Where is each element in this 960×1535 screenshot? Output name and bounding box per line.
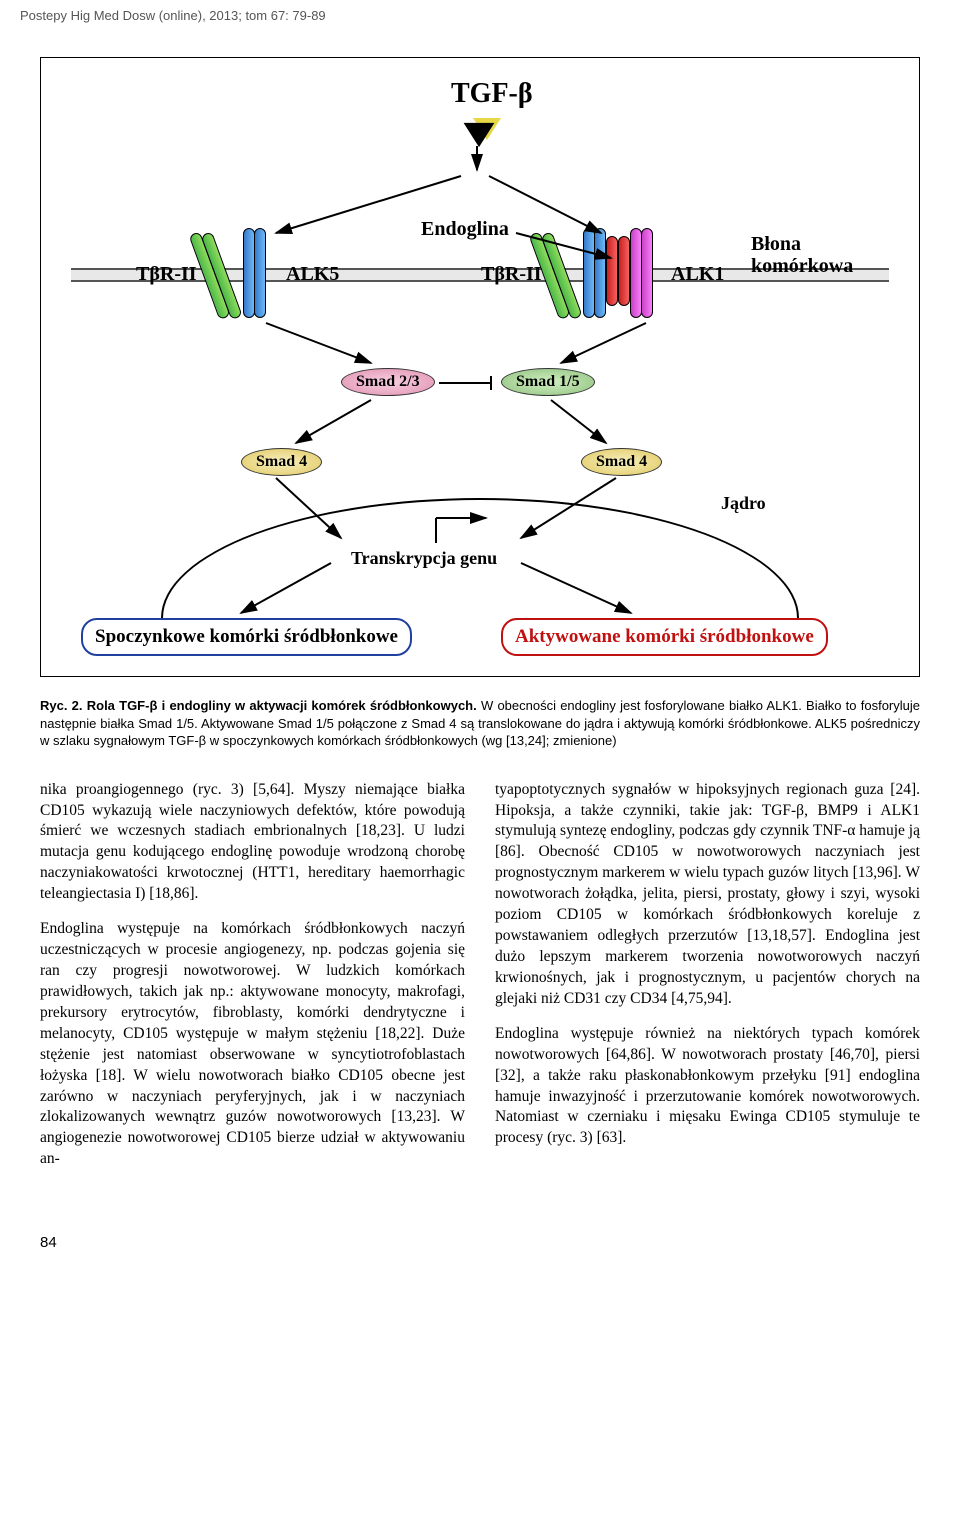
running-head: Postepy Hig Med Dosw (online), 2013; tom… — [0, 0, 960, 27]
body-text: nika proangiogennego (ryc. 3) [5,64]. My… — [40, 780, 920, 1174]
label-alk5: ALK5 — [286, 263, 339, 286]
label-membrane: Błona komórkowa — [751, 233, 853, 277]
box-activated-endothelial: Aktywowane komórki śródbłonkowe — [501, 618, 828, 656]
tgf-triangle-icon — [465, 124, 493, 146]
paragraph: Endoglina występuje na komórkach śródbło… — [40, 919, 465, 1170]
paragraph: nika proangiogennego (ryc. 3) [5,64]. My… — [40, 780, 465, 906]
label-nucleus: Jądro — [721, 493, 766, 514]
label-tbr2: TβR-II — [136, 263, 197, 286]
page-number: 84 — [40, 1234, 960, 1251]
label-tbr2-b: TβR-II — [481, 263, 542, 286]
label-endoglina: Endoglina — [421, 218, 509, 241]
figure-2: TGF-β TβR-II ALK5 Endoglina TβR-II ALK1 … — [40, 57, 920, 677]
label-transcription: Transkrypcja genu — [351, 548, 497, 569]
receptor-tbr2-alk1 — [561, 228, 651, 318]
paragraph: Endoglina występuje również na niektóryc… — [495, 1024, 920, 1150]
figure-caption: Ryc. 2. Rola TGF-β i endogliny w aktywac… — [40, 697, 920, 750]
box-resting-endothelial: Spoczynkowe komórki śródbłonkowe — [81, 618, 412, 656]
paragraph: tyapoptotycznych sygnałów w hipoksyjnych… — [495, 780, 920, 1010]
tgf-beta-label: TGF-β — [451, 78, 533, 110]
caption-lead: Ryc. 2. Rola TGF-β i endogliny w aktywac… — [40, 698, 477, 713]
smad-4-left: Smad 4 — [241, 448, 322, 476]
smad-4-right: Smad 4 — [581, 448, 662, 476]
smad-2-3: Smad 2/3 — [341, 368, 435, 396]
label-alk1: ALK1 — [671, 263, 724, 286]
receptor-tbr2-alk5 — [221, 228, 264, 318]
smad-1-5: Smad 1/5 — [501, 368, 595, 396]
